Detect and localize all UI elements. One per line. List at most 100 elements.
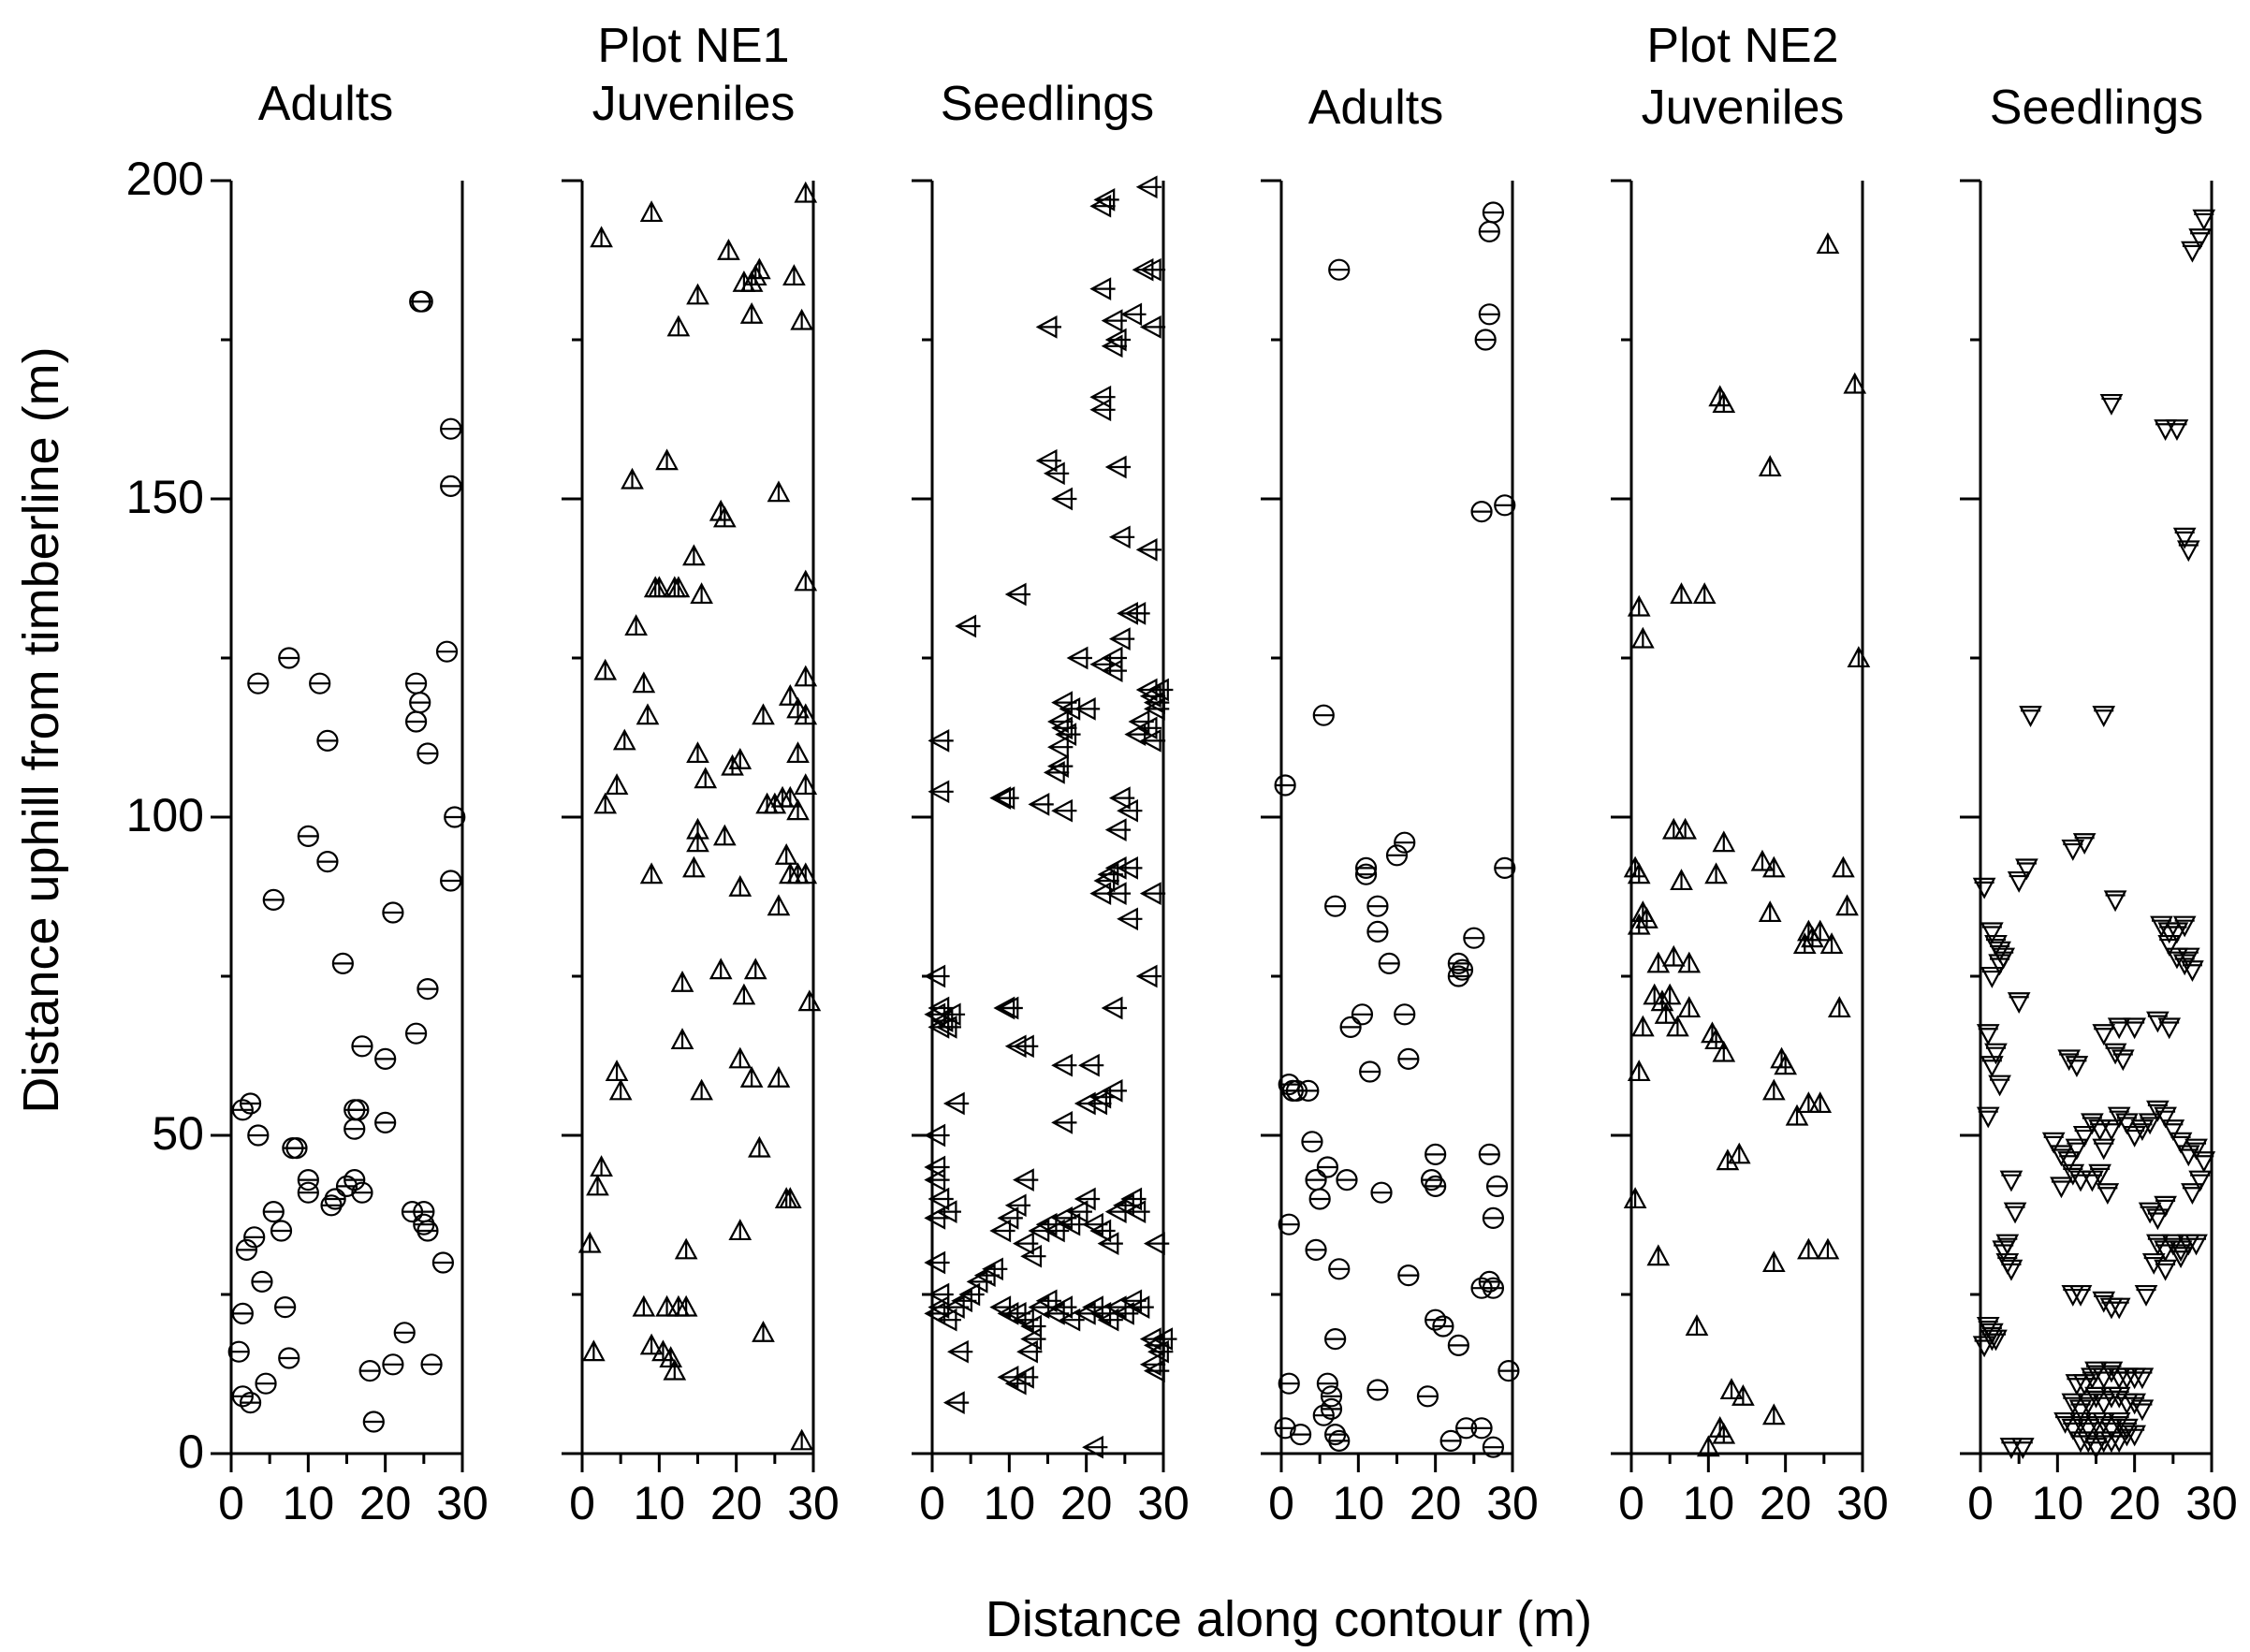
data-point xyxy=(1004,582,1031,607)
data-point xyxy=(262,888,285,912)
data-point xyxy=(285,1136,308,1160)
data-point xyxy=(2184,1234,2208,1256)
data-point xyxy=(1494,494,1516,517)
data-point xyxy=(1397,1264,1420,1287)
data-point xyxy=(794,773,818,796)
data-point xyxy=(639,200,664,223)
data-point xyxy=(1101,334,1127,358)
data-point xyxy=(1101,1079,1127,1103)
data-point xyxy=(721,753,744,776)
panel-5: 0 10 20 30 xyxy=(1611,179,1889,1529)
data-point xyxy=(416,977,439,1001)
data-point xyxy=(2015,858,2038,881)
data-point xyxy=(1028,793,1054,816)
data-point xyxy=(2192,209,2216,231)
data-point xyxy=(1089,398,1116,422)
data-point xyxy=(1104,882,1132,905)
data-point xyxy=(639,1333,664,1355)
data-point xyxy=(1139,1352,1166,1377)
data-point xyxy=(1696,1435,1720,1457)
data-point xyxy=(709,958,733,980)
data-point xyxy=(2019,706,2042,728)
data-point xyxy=(1020,1327,1046,1351)
data-point xyxy=(767,1065,791,1088)
data-point xyxy=(1117,798,1143,823)
data-point xyxy=(1128,1295,1154,1319)
data-point xyxy=(577,1231,602,1253)
data-point xyxy=(794,569,818,592)
data-point xyxy=(1305,1168,1327,1191)
data-point xyxy=(1631,626,1655,649)
data-point xyxy=(1447,1334,1469,1357)
data-points xyxy=(924,175,1177,1459)
x-axis-title: Distance along contour (m) xyxy=(986,1591,1592,1647)
data-point xyxy=(1394,1003,1416,1026)
data-point xyxy=(1708,1415,1732,1438)
data-point xyxy=(2061,839,2085,861)
data-point xyxy=(2192,1151,2216,1174)
data-point xyxy=(405,672,428,694)
data-point xyxy=(786,741,810,764)
data-point xyxy=(2165,922,2189,944)
data-point xyxy=(255,1372,277,1395)
data-point xyxy=(2041,1132,2066,1154)
panel-title-ne2-adults: Adults xyxy=(1308,80,1444,135)
x-tick-label: 10 xyxy=(1683,1477,1735,1529)
panel-1: 0 10 20 30 xyxy=(211,179,489,1529)
data-point xyxy=(1101,646,1127,670)
panel-2: 0 10 20 30 xyxy=(562,179,840,1529)
data-point xyxy=(1627,1060,1651,1082)
data-point xyxy=(343,1168,366,1191)
data-point xyxy=(2010,1438,2035,1460)
data-point xyxy=(1016,1339,1043,1364)
data-point xyxy=(1101,309,1127,332)
data-point xyxy=(1082,1435,1108,1459)
data-point xyxy=(728,747,752,769)
data-point xyxy=(1797,1091,1820,1114)
data-point xyxy=(2092,1393,2116,1415)
data-point xyxy=(732,270,756,292)
data-point xyxy=(1819,932,1844,955)
data-point xyxy=(924,1155,950,1179)
data-point xyxy=(670,970,694,992)
data-point xyxy=(1808,919,1833,942)
data-point xyxy=(1631,1015,1655,1037)
data-point xyxy=(1043,1219,1070,1243)
data-point xyxy=(1439,1429,1462,1453)
data-point xyxy=(1635,906,1658,928)
plot-label-ne1: Plot NE1 xyxy=(597,19,789,73)
data-point xyxy=(1661,944,1686,967)
data-point xyxy=(351,1181,373,1204)
data-point xyxy=(639,862,664,884)
data-point xyxy=(712,824,737,846)
data-point xyxy=(608,1078,633,1101)
x-tick-label: 0 xyxy=(218,1477,244,1529)
data-point xyxy=(1712,830,1736,853)
data-point xyxy=(2169,1132,2193,1154)
data-point xyxy=(1035,1289,1061,1313)
data-point xyxy=(1359,1060,1381,1083)
data-point xyxy=(416,742,439,765)
data-point xyxy=(1051,1295,1077,1319)
data-point xyxy=(1312,1404,1335,1426)
data-point xyxy=(227,1340,250,1363)
data-point xyxy=(1328,1258,1351,1280)
data-point xyxy=(297,825,319,848)
plot-label-ne2: Plot NE2 xyxy=(1646,19,1838,73)
data-point xyxy=(1670,582,1693,605)
data-point xyxy=(1351,1003,1374,1026)
data-point xyxy=(1139,729,1166,753)
data-points xyxy=(1972,209,2216,1460)
panel-title-ne1-adults: Adults xyxy=(258,77,394,131)
data-point xyxy=(1143,691,1170,714)
y-tick-label: 50 xyxy=(152,1107,204,1160)
data-point xyxy=(1808,1091,1833,1114)
data-point xyxy=(1074,1091,1101,1116)
data-point xyxy=(1289,1423,1312,1446)
data-point xyxy=(1316,1156,1339,1178)
data-point xyxy=(1750,849,1775,871)
data-point xyxy=(239,1092,262,1115)
data-point xyxy=(717,238,740,260)
y-tick-labels: 0 50 100 150 200 xyxy=(126,153,204,1478)
data-point xyxy=(674,1237,698,1260)
